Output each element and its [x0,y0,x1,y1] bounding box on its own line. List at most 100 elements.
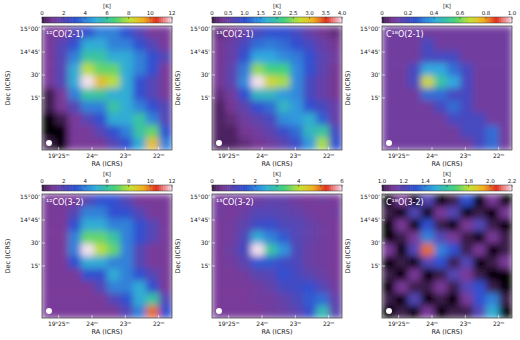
cell [264,194,278,207]
cell [473,63,487,76]
cell [434,306,448,318]
cell [159,125,172,138]
cell [434,76,448,89]
cell [133,51,147,64]
cell [225,306,239,318]
x-tick-label: 22ᵐ [493,152,505,159]
cell [303,76,317,89]
cell [225,125,239,138]
cell [107,256,121,269]
cell [473,125,487,138]
cell [460,231,474,244]
cell [159,206,172,219]
cell [120,256,134,269]
cell [68,281,82,294]
cell [68,51,82,64]
cell [146,113,160,126]
cell [421,100,435,113]
colorbar-tick [512,185,513,187]
cell [120,63,134,76]
colorbar-tick [233,185,234,187]
cell [460,26,474,39]
cell [303,219,317,232]
cell [290,206,304,219]
cell [473,138,487,150]
colorbar-frame [42,17,172,23]
cell [107,219,121,232]
cell [434,231,448,244]
cell [133,125,147,138]
colorbar-tick [408,17,409,19]
cell [238,231,252,244]
cell [486,219,500,232]
cell [499,51,512,64]
cell [120,38,134,51]
cell [81,100,95,113]
cell [460,76,474,89]
cell [212,244,226,257]
cell [42,206,56,219]
cell [68,76,82,89]
cell [382,63,396,76]
x-tick-label: 24ᵐ [86,320,98,327]
cell [42,113,56,126]
cells [42,194,172,318]
cell [447,88,461,101]
frame [42,26,172,150]
colorbar-tick-label: 1.0 [240,10,249,16]
cell [499,281,512,294]
cell [277,113,291,126]
cell [460,63,474,76]
y-tick [382,220,385,221]
x-tick [432,315,433,318]
cell [329,194,342,207]
x-tick-label: 22ᵐ [323,152,335,159]
panel-title: ¹³CO(3-2) [216,198,254,207]
cell [382,219,396,232]
cell [225,88,239,101]
colorbar-tick [382,185,383,187]
cell [120,293,134,306]
cell [395,244,409,257]
map-area [212,194,342,318]
cell [499,138,512,150]
cell [264,256,278,269]
cell [251,281,265,294]
cell [473,268,487,281]
x-tick-label: 23ᵐ [460,320,472,327]
cell [55,113,69,126]
cell [81,281,95,294]
cell [81,231,95,244]
cell [238,138,252,150]
panel-title: C¹⁸O(3-2) [386,198,424,207]
colorbar-tick-label: 2.2 [508,178,517,184]
cell [303,51,317,64]
cell [55,293,69,306]
y-tick [42,265,45,266]
cell [238,268,252,281]
cell [277,231,291,244]
cell [225,38,239,51]
cell [159,293,172,306]
x-tick [262,147,263,150]
y-tick-label: 14°45' [20,48,40,55]
cell [212,268,226,281]
y-tick [42,242,45,243]
cell [68,88,82,101]
x-tick-label: 23ᵐ [120,320,132,327]
cell [107,76,121,89]
cell [408,231,422,244]
cell [264,206,278,219]
cell [81,219,95,232]
cell [225,113,239,126]
cell [290,100,304,113]
beam [216,140,222,146]
colorbar-tick [255,185,256,187]
cell [486,38,500,51]
cell [225,219,239,232]
cell [212,293,226,306]
colorbar-tick-label: 2.0 [273,10,282,16]
x-tick-label: 22ᵐ [493,320,505,327]
cell [303,244,317,257]
cell [146,244,160,257]
